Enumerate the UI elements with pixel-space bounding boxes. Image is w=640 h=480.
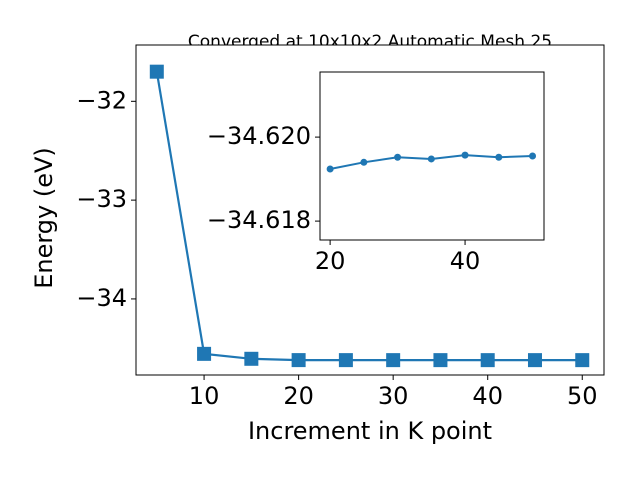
marker [461,151,469,159]
y-tick-label: −34.620 [207,122,311,150]
marker [495,153,503,161]
marker [326,165,334,173]
y-axis-label: Energy (eV) [30,147,58,289]
marker [244,351,259,366]
marker [433,353,448,368]
x-tick-label: 40 [450,247,481,275]
marker [480,353,495,368]
marker [386,353,401,368]
marker [575,353,590,368]
x-tick-label: 20 [283,382,314,410]
marker [291,353,306,368]
x-tick-label: 20 [315,247,346,275]
marker [360,158,368,166]
data-line [155,71,583,362]
x-tick-label: 30 [378,382,409,410]
marker [527,353,542,368]
marker [149,64,164,79]
x-axis-label: Increment in K point [248,417,492,445]
x-tick-label: 50 [567,382,598,410]
y-tick-label: −33 [76,185,127,213]
y-tick-label: −32 [76,86,127,114]
x-tick-label: 10 [189,382,220,410]
x-tick-label: 40 [472,382,503,410]
marker [427,155,435,163]
y-tick-label: −34.618 [207,206,311,234]
marker [338,353,353,368]
y-tick-label: −34 [76,284,127,312]
marker [197,346,212,361]
marker [394,153,402,161]
marker [529,152,537,160]
